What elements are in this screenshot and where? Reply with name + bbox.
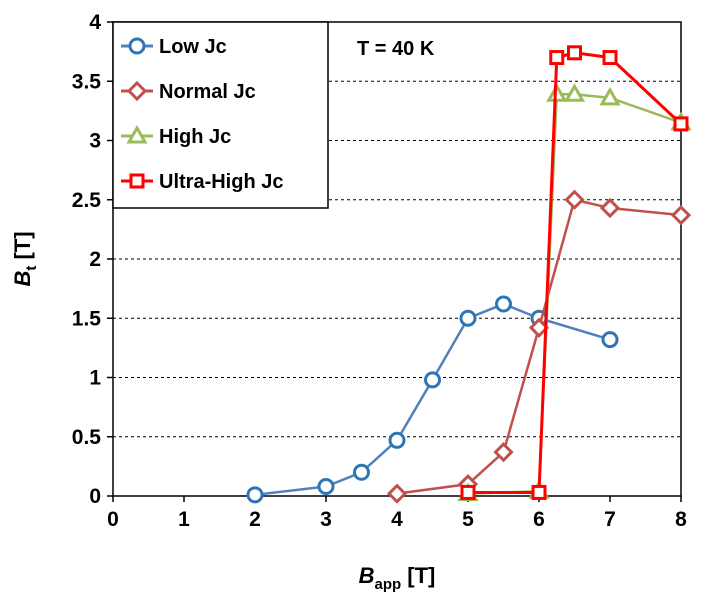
- series-high-jc: [457, 83, 692, 502]
- series-line: [468, 51, 683, 494]
- y-tick-label: 2: [89, 248, 101, 271]
- series-low-jc: [246, 295, 619, 504]
- legend-item: High Jc: [121, 124, 231, 148]
- series-ultra-high-jc: [460, 45, 689, 500]
- x-axis-label-sub: app: [375, 576, 402, 593]
- y-axis-label-unit: [T]: [10, 231, 35, 265]
- legend-label: High Jc: [159, 126, 231, 148]
- x-axis-label-unit: [T]: [401, 563, 435, 588]
- data-point-circle: [353, 463, 370, 481]
- data-point-triangle: [126, 124, 148, 144]
- data-point-circle: [459, 309, 477, 327]
- legend: Low Jc Normal Jc High Jc Ultra-High Jc: [112, 21, 329, 209]
- data-point-square: [567, 45, 582, 61]
- data-point-diamond: [599, 197, 621, 219]
- legend-box: [112, 21, 329, 209]
- data-point-diamond: [493, 442, 514, 463]
- series-normal-jc: [386, 189, 692, 504]
- y-tick-label: 3.5: [72, 70, 102, 93]
- data-point-circle: [128, 37, 146, 55]
- data-point-circle: [246, 486, 264, 504]
- legend-label: Low Jc: [159, 36, 227, 58]
- x-tick-label: 8: [675, 508, 687, 531]
- y-tick-label: 2.5: [72, 189, 102, 212]
- data-point-circle: [317, 478, 335, 496]
- data-point-diamond: [386, 483, 408, 504]
- data-point-square: [129, 173, 145, 189]
- series-line: [396, 198, 682, 495]
- temperature-annotation: T = 40 K: [357, 38, 435, 60]
- legend-label: Ultra-High Jc: [159, 171, 283, 193]
- data-point-circle: [424, 371, 441, 389]
- y-axis-ticks: 0 0.5 1 1.5 2 2.5 3 3.5 4: [72, 11, 113, 508]
- data-point-square: [602, 50, 618, 66]
- y-tick-label: 3: [89, 130, 101, 153]
- legend-item: Low Jc: [121, 36, 227, 58]
- x-tick-label: 4: [391, 508, 403, 531]
- data-point-square: [531, 484, 547, 500]
- y-tick-label: 0: [89, 485, 101, 508]
- series-line: [467, 93, 682, 495]
- data-point-diamond: [670, 205, 692, 226]
- series-line: [254, 302, 611, 497]
- data-point-circle: [601, 331, 619, 349]
- x-axis-label-main: B: [359, 563, 375, 588]
- data-point-square: [460, 484, 476, 500]
- data-point-triangle: [563, 83, 586, 102]
- y-tick-label: 4: [89, 11, 101, 34]
- x-tick-label: 6: [533, 508, 545, 531]
- x-tick-label: 2: [249, 508, 261, 531]
- data-point-diamond: [564, 189, 585, 210]
- series-layer: [246, 45, 692, 504]
- legend-item: Ultra-High Jc: [121, 171, 283, 193]
- data-point-triangle: [599, 86, 621, 106]
- legend-item: Normal Jc: [121, 80, 256, 103]
- y-tick-label: 0.5: [72, 426, 102, 449]
- x-tick-label: 0: [107, 508, 119, 531]
- x-axis-label: Bapp [T]: [359, 563, 436, 593]
- y-axis-label-sub: t: [23, 266, 40, 271]
- data-point-circle: [495, 295, 512, 313]
- x-tick-label: 1: [178, 508, 190, 531]
- data-point-square: [549, 50, 565, 66]
- data-point-diamond: [126, 80, 148, 102]
- y-tick-label: 1: [89, 367, 101, 390]
- y-axis-label: Bt [T]: [10, 231, 40, 286]
- data-point-square: [673, 116, 689, 132]
- legend-label: Normal Jc: [159, 81, 256, 103]
- x-tick-label: 5: [462, 508, 474, 531]
- x-tick-label: 7: [604, 508, 616, 531]
- y-axis-label-group: Bt [T]: [10, 231, 40, 286]
- x-tick-label: 3: [320, 508, 332, 531]
- data-point-circle: [388, 431, 406, 449]
- y-axis-label-main: B: [10, 271, 35, 287]
- y-tick-label: 1.5: [72, 307, 102, 330]
